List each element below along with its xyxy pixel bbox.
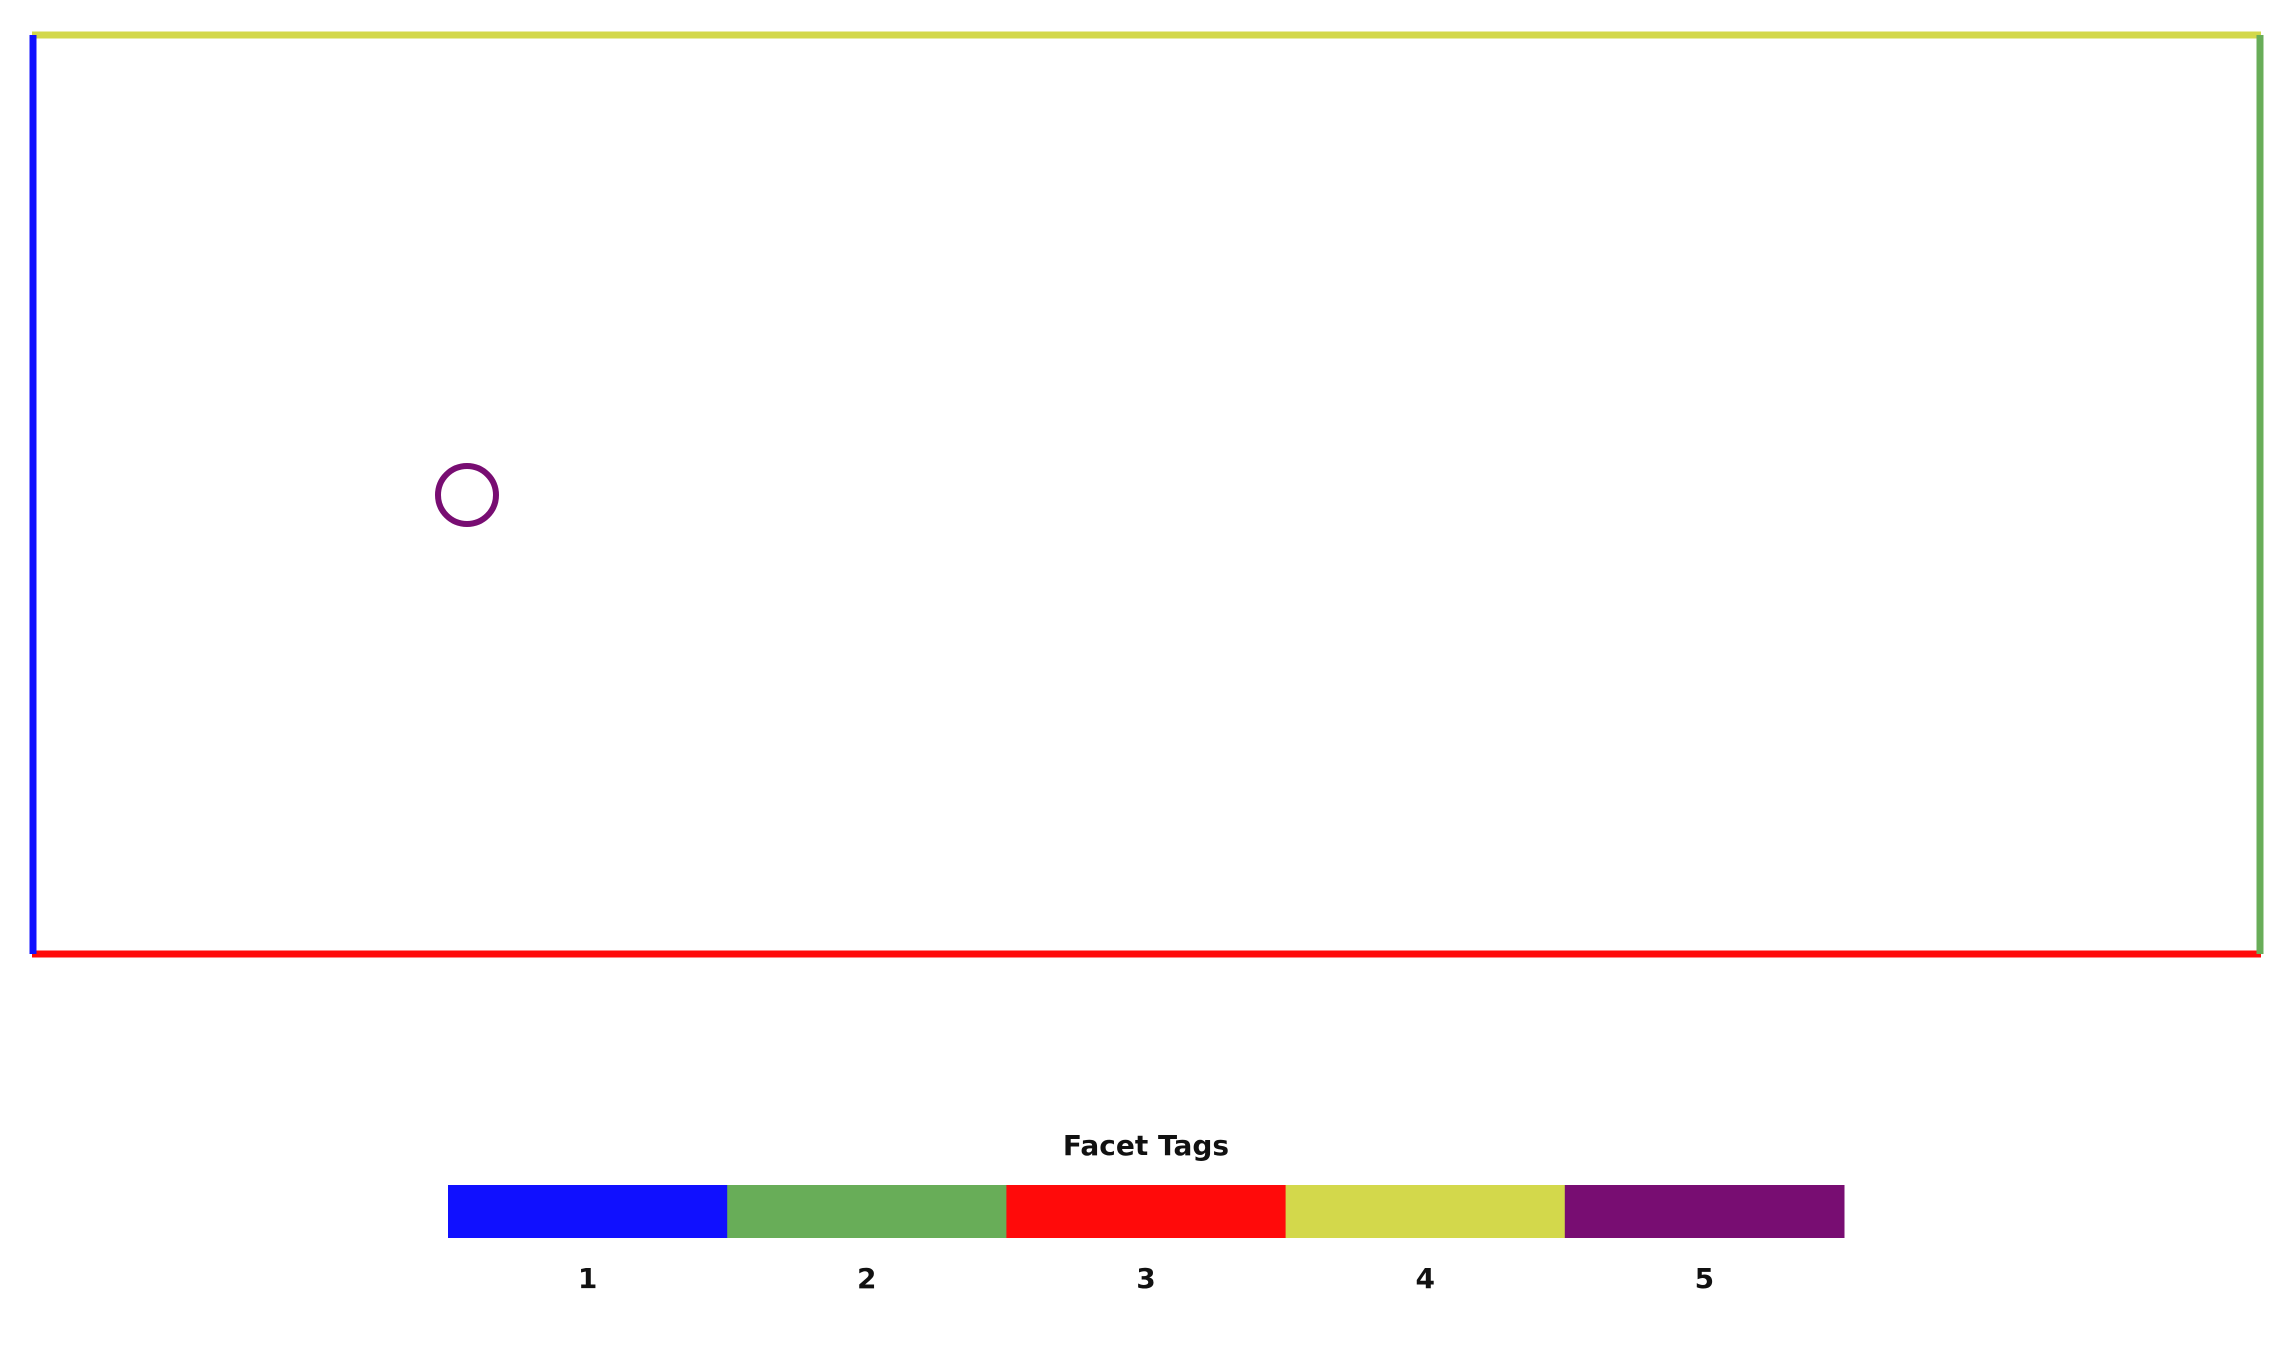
colorbar-swatch-4 [1285,1185,1566,1238]
colorbar-label-3: 3 [1136,1262,1155,1295]
colorbar-label-1: 1 [578,1262,597,1295]
colorbar-swatch-1 [448,1185,728,1238]
colorbar-swatches [448,1185,1845,1238]
colorbar-label-5: 5 [1695,1262,1714,1295]
domain-boundary [29,31,2264,958]
colorbar: Facet Tags 1 2 3 4 5 [448,1129,1845,1295]
colorbar-label-4: 4 [1415,1262,1434,1295]
colorbar-title: Facet Tags [1063,1129,1229,1162]
colorbar-swatch-5 [1564,1185,1845,1238]
colorbar-swatch-2 [727,1185,1007,1238]
circle-hole [435,463,499,527]
colorbar-labels: 1 2 3 4 5 [578,1262,1714,1295]
colorbar-swatch-3 [1006,1185,1287,1238]
colorbar-label-2: 2 [857,1262,876,1295]
